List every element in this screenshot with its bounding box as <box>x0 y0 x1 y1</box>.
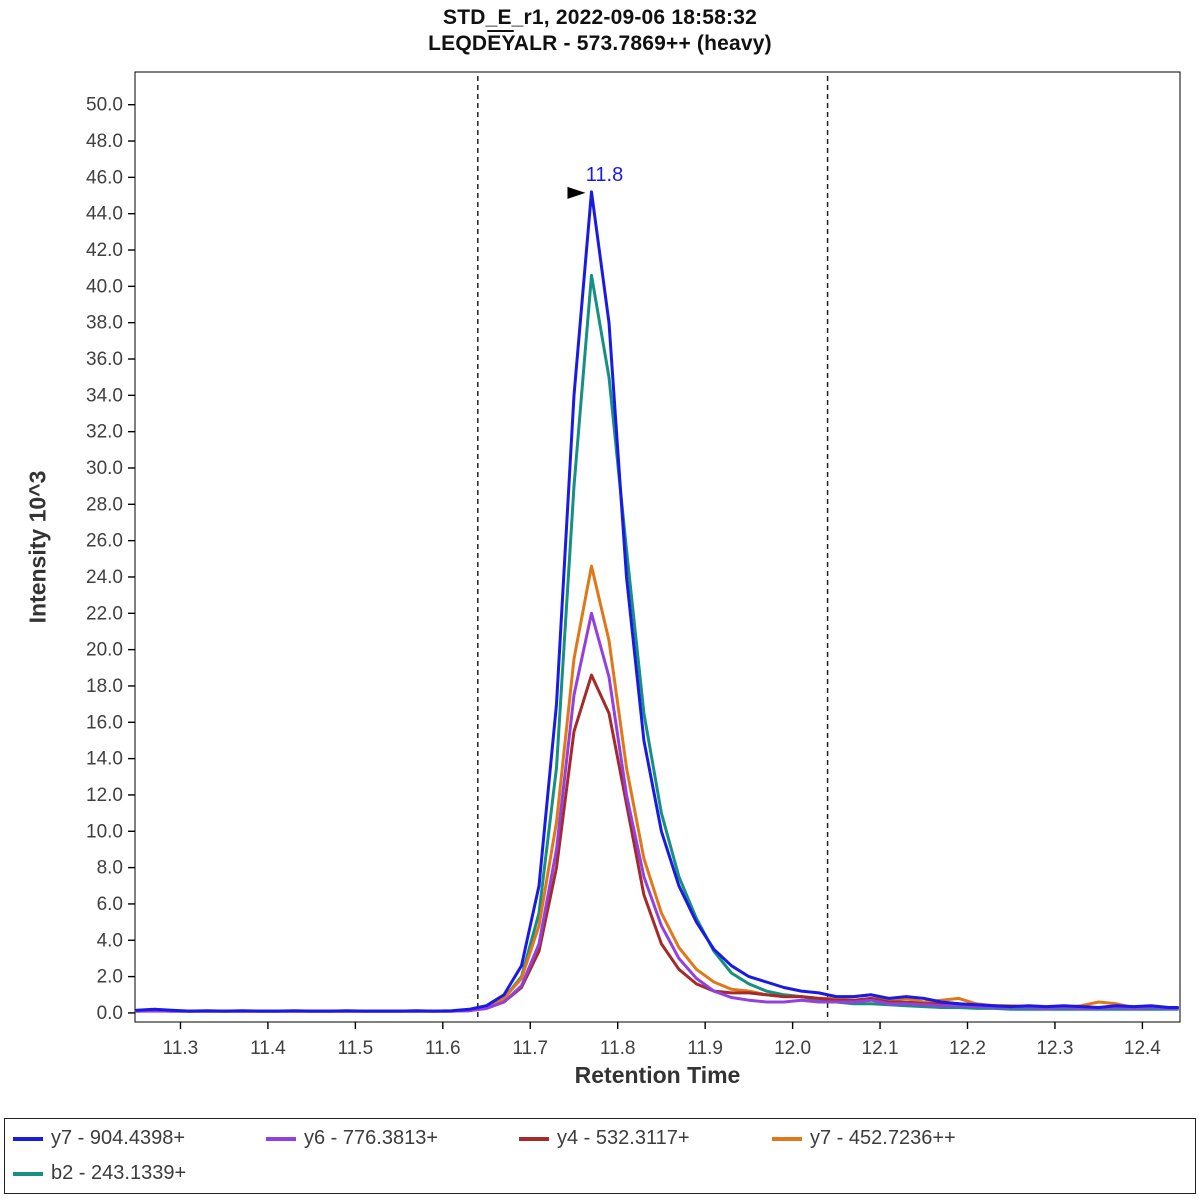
legend-label: y7 - 452.7236++ <box>810 1127 956 1149</box>
x-tick-label: 11.5 <box>338 1038 374 1059</box>
series-line-2 <box>135 673 1179 1013</box>
x-tick-label: 11.3 <box>163 1038 199 1059</box>
legend-item-0: y7 - 904.4398+ <box>13 1127 266 1150</box>
legend-label: y7 - 904.4398+ <box>51 1127 185 1149</box>
legend-item-3: y7 - 452.7236++ <box>772 1127 1025 1150</box>
y-tick-label: 12.0 <box>86 785 123 806</box>
y-axis-title: Intensity 10^3 <box>24 470 51 624</box>
x-tick-label: 11.8 <box>600 1038 636 1059</box>
y-tick-label: 34.0 <box>86 385 123 406</box>
y-tick-label: 4.0 <box>97 930 123 951</box>
legend-swatch-icon <box>266 1136 296 1141</box>
y-tick-label: 40.0 <box>86 276 123 297</box>
legend-item-1: y6 - 776.3813+ <box>266 1127 519 1150</box>
x-tick-label: 12.2 <box>949 1038 986 1059</box>
x-tick-label: 12.0 <box>774 1038 811 1059</box>
x-tick-label: 12.1 <box>862 1038 899 1059</box>
y-tick-label: 46.0 <box>86 167 123 188</box>
y-tick-label: 38.0 <box>86 313 123 334</box>
chart-title: STD_E_r1, 2022-09-06 18:58:32 <box>442 6 757 29</box>
peptide-sequence-modified: EY <box>487 32 514 55</box>
x-tick-label: 12.3 <box>1036 1038 1073 1059</box>
legend-label: b2 - 243.1339+ <box>51 1162 187 1184</box>
legend-label: y4 - 532.3117+ <box>557 1127 690 1149</box>
y-tick-label: 8.0 <box>97 858 123 879</box>
legend-item-4: b2 - 243.1339+ <box>13 1162 266 1185</box>
peptide-sequence-suffix: ALR - 573.7869++ (heavy) <box>513 32 772 55</box>
y-tick-label: 50.0 <box>86 95 123 116</box>
y-tick-label: 20.0 <box>86 640 123 661</box>
x-tick-label: 11.9 <box>687 1038 723 1059</box>
peak-retention-label: 11.8 <box>586 164 623 186</box>
legend-row: y7 - 904.4398+ y6 - 776.3813+ y4 - 532.311… <box>13 1127 1187 1150</box>
peak-arrow-icon <box>567 186 586 199</box>
y-tick-label: 30.0 <box>86 458 123 479</box>
legend-row: b2 - 243.1339+ <box>13 1162 1187 1185</box>
legend-swatch-icon <box>13 1171 43 1176</box>
y-tick-label: 26.0 <box>86 531 123 552</box>
y-tick-label: 42.0 <box>86 240 123 261</box>
y-tick-label: 10.0 <box>86 821 123 842</box>
peptide-sequence-prefix: LEQD <box>428 32 488 55</box>
legend-item-2: y4 - 532.3117+ <box>519 1127 772 1150</box>
y-tick-label: 32.0 <box>86 422 123 443</box>
y-tick-label: 18.0 <box>86 676 123 697</box>
x-tick-label: 11.6 <box>425 1038 461 1059</box>
y-tick-label: 22.0 <box>86 603 123 624</box>
y-tick-label: 48.0 <box>86 131 123 152</box>
chromatogram-plot-area: 0.0 2.0 4.0 6.0 8.0 10.0 12.0 14.0 16.0 18.0 20.0 2… <box>86 71 1181 1059</box>
legend-swatch-icon <box>13 1136 43 1141</box>
y-tick-label: 16.0 <box>86 712 123 733</box>
x-tick-label: 12.4 <box>1124 1038 1161 1059</box>
legend-label: y6 - 776.3813+ <box>304 1127 438 1149</box>
y-tick-label: 2.0 <box>97 967 123 988</box>
series-line-0 <box>135 190 1179 1013</box>
y-tick-label: 24.0 <box>86 567 123 588</box>
y-tick-label: 28.0 <box>86 494 123 515</box>
y-tick-label: 44.0 <box>86 204 123 225</box>
x-tick-label: 11.4 <box>250 1038 286 1059</box>
y-tick-label: 6.0 <box>97 894 123 915</box>
x-tick-label: 11.7 <box>512 1038 548 1059</box>
y-tick-label: 0.0 <box>97 1003 123 1024</box>
legend-swatch-icon <box>519 1136 549 1141</box>
x-axis-title: Retention Time <box>574 1062 741 1088</box>
legend: y7 - 904.4398+ y6 - 776.3813+ y4 - 532.311… <box>4 1118 1196 1194</box>
y-tick-label: 14.0 <box>86 749 123 770</box>
y-tick-label: 36.0 <box>86 349 123 370</box>
legend-swatch-icon <box>772 1136 802 1141</box>
chart-subtitle: LEQDEYALR - 573.7869++ (heavy) <box>0 32 1200 56</box>
plot-border <box>134 71 1181 1023</box>
